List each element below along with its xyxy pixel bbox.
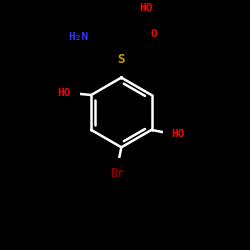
Text: H₂N: H₂N bbox=[68, 32, 88, 42]
Text: Br: Br bbox=[110, 168, 125, 180]
Text: HO: HO bbox=[58, 88, 71, 98]
Text: HO: HO bbox=[140, 3, 153, 13]
Text: S: S bbox=[118, 53, 125, 66]
Text: HO: HO bbox=[172, 128, 185, 138]
Text: O: O bbox=[151, 28, 158, 38]
